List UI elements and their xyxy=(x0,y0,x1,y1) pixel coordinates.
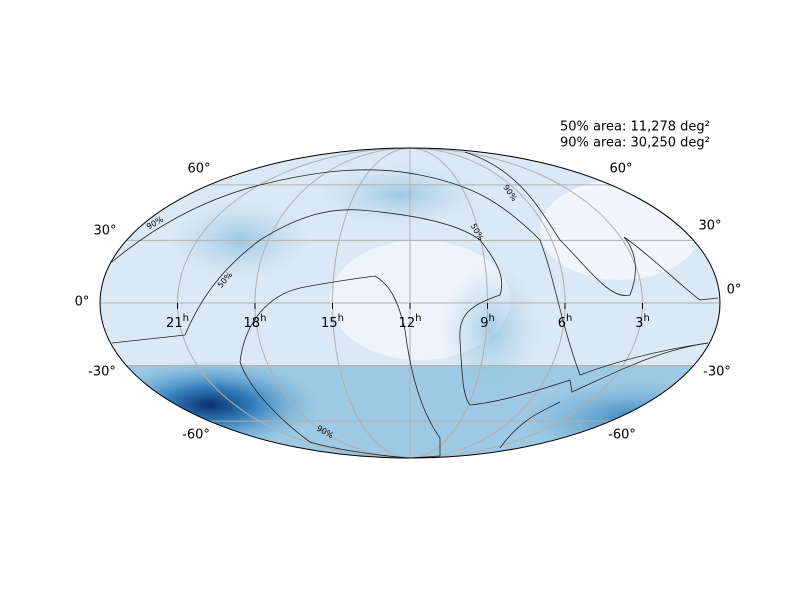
ra-hours: 15 xyxy=(321,316,338,331)
lat-label: 60° xyxy=(609,162,632,177)
ra-unit: h xyxy=(488,313,494,324)
contour-90-lower xyxy=(499,401,561,449)
lat-label: -30° xyxy=(88,365,116,380)
annotation: 50% area: 11,278 deg² xyxy=(560,120,710,135)
ra-hours: 3 xyxy=(635,316,643,331)
lat-label: -60° xyxy=(608,428,636,443)
contour-90-right xyxy=(464,151,719,301)
ra-unit: h xyxy=(338,313,344,324)
lat-label: 0° xyxy=(75,295,90,310)
lat-label: -60° xyxy=(182,428,210,443)
contour-90-inner xyxy=(239,275,441,459)
ra-unit: h xyxy=(260,313,266,324)
ra-label: 6h xyxy=(558,313,573,331)
ra-label: 3h xyxy=(635,313,650,331)
lat-label: -30° xyxy=(703,365,731,380)
ra-hours: 6 xyxy=(558,316,566,331)
ra-unit: h xyxy=(415,313,421,324)
graticule xyxy=(100,147,720,459)
ra-label: 9h xyxy=(480,313,495,331)
lat-label: 30° xyxy=(93,224,116,239)
ra-hours: 18 xyxy=(244,316,261,331)
contour-50 xyxy=(111,209,709,406)
ra-hours: 12 xyxy=(399,316,416,331)
annotation: 90% area: 30,250 deg² xyxy=(560,136,710,151)
lat-label: 60° xyxy=(187,162,210,177)
lat-label: 0° xyxy=(727,283,742,298)
ra-label: 12h xyxy=(399,313,422,331)
lat-label: 30° xyxy=(698,219,721,234)
contour-90 xyxy=(111,169,709,376)
contours xyxy=(111,151,719,459)
ra-unit: h xyxy=(643,313,649,324)
ra-unit: h xyxy=(566,313,572,324)
ra-label: 21h xyxy=(166,313,189,331)
map-border xyxy=(99,147,721,459)
ra-label: 18h xyxy=(244,313,267,331)
ra-label: 15h xyxy=(321,313,344,331)
ra-hours: 9 xyxy=(480,316,488,331)
ra-hours: 21 xyxy=(166,316,183,331)
probability-map xyxy=(100,148,720,458)
ra-unit: h xyxy=(183,313,189,324)
